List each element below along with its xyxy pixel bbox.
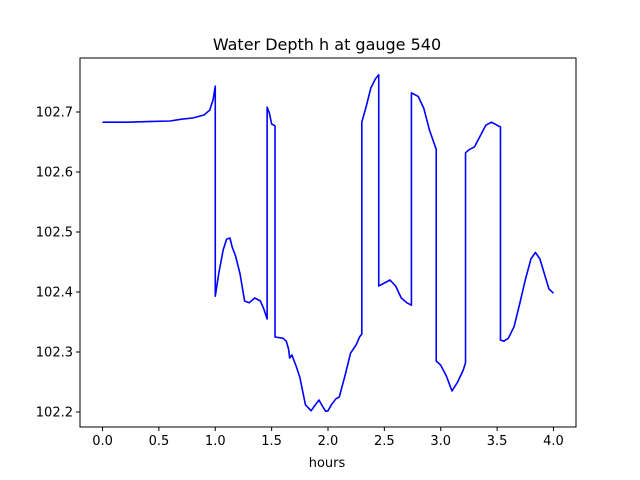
y-tick-label: 102.2 bbox=[36, 406, 73, 421]
x-tick-label: 0.5 bbox=[149, 434, 170, 449]
y-tick-label: 102.6 bbox=[36, 166, 73, 181]
x-tick-label: 2.0 bbox=[318, 434, 339, 449]
y-tick-label: 102.5 bbox=[36, 226, 73, 241]
x-tick-label: 4.0 bbox=[543, 434, 564, 449]
x-tick-label: 1.0 bbox=[205, 434, 226, 449]
chart-title: Water Depth h at gauge 540 bbox=[213, 35, 441, 54]
x-axis: 0.0 0.5 1.0 1.5 2.0 2.5 3.0 3.5 4.0 bbox=[92, 427, 564, 449]
y-tick-label: 102.3 bbox=[36, 346, 73, 361]
plot-frame bbox=[79, 57, 577, 428]
x-tick-label: 0.0 bbox=[92, 434, 113, 449]
x-tick-label: 3.0 bbox=[430, 434, 451, 449]
x-axis-label: hours bbox=[309, 456, 346, 471]
y-axis: 102.2 102.3 102.4 102.5 102.6 102.7 bbox=[36, 106, 80, 421]
x-tick-label: 1.5 bbox=[261, 434, 282, 449]
series-line bbox=[102, 74, 554, 413]
y-tick-label: 102.4 bbox=[36, 286, 73, 301]
y-tick-label: 102.7 bbox=[36, 106, 73, 121]
x-tick-label: 3.5 bbox=[487, 434, 508, 449]
x-tick-label: 2.5 bbox=[374, 434, 395, 449]
plot-area bbox=[102, 74, 554, 413]
